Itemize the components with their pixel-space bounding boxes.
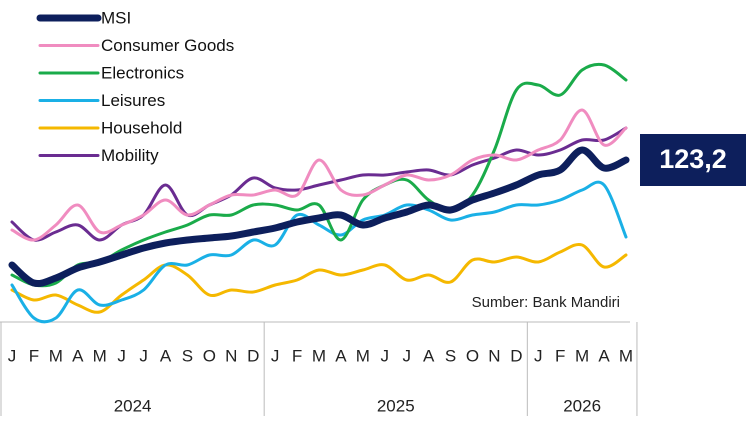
x-group-label: 2026 bbox=[563, 396, 601, 415]
value-label-box bbox=[640, 134, 746, 186]
legend-label: Electronics bbox=[101, 63, 184, 82]
x-tick-label: D bbox=[510, 346, 522, 365]
x-tick-label: F bbox=[292, 346, 302, 365]
x-tick-label: A bbox=[72, 346, 84, 365]
x-tick-label: J bbox=[402, 346, 411, 365]
legend-label: Consumer Goods bbox=[101, 36, 234, 55]
x-tick-label: J bbox=[534, 346, 543, 365]
series-line bbox=[10, 180, 628, 324]
series-line bbox=[10, 242, 628, 314]
x-tick-label: J bbox=[381, 346, 390, 365]
legend-label: Mobility bbox=[101, 146, 159, 165]
x-tick-label: A bbox=[160, 346, 172, 365]
x-tick-label: M bbox=[93, 346, 107, 365]
series-line bbox=[10, 108, 628, 242]
x-tick-label: N bbox=[225, 346, 237, 365]
x-tick-label: O bbox=[203, 346, 216, 365]
source-note: Sumber: Bank Mandiri bbox=[472, 294, 620, 311]
series-line bbox=[8, 146, 630, 288]
legend-label: Leisures bbox=[101, 91, 165, 110]
x-group-label: 2024 bbox=[114, 396, 152, 415]
x-tick-label: A bbox=[335, 346, 347, 365]
x-tick-label: J bbox=[139, 346, 148, 365]
x-tick-label: M bbox=[575, 346, 589, 365]
x-tick-label: O bbox=[466, 346, 479, 365]
x-tick-label: M bbox=[619, 346, 633, 365]
x-tick-label: S bbox=[182, 346, 193, 365]
x-tick-label: J bbox=[8, 346, 17, 365]
x-group-label: 2025 bbox=[377, 396, 415, 415]
x-tick-label: J bbox=[117, 346, 126, 365]
x-tick-label: D bbox=[247, 346, 259, 365]
x-tick-label: J bbox=[271, 346, 280, 365]
value-label: 123,2 bbox=[659, 144, 727, 174]
x-tick-label: M bbox=[312, 346, 326, 365]
x-tick-label: A bbox=[423, 346, 435, 365]
x-tick-label: S bbox=[445, 346, 456, 365]
x-tick-label: F bbox=[29, 346, 39, 365]
x-tick-label: M bbox=[356, 346, 370, 365]
legend-label: MSI bbox=[101, 8, 131, 27]
x-tick-label: M bbox=[49, 346, 63, 365]
x-tick-label: F bbox=[555, 346, 565, 365]
legend-label: Household bbox=[101, 118, 182, 137]
x-tick-label: N bbox=[488, 346, 500, 365]
x-tick-label: A bbox=[598, 346, 610, 365]
